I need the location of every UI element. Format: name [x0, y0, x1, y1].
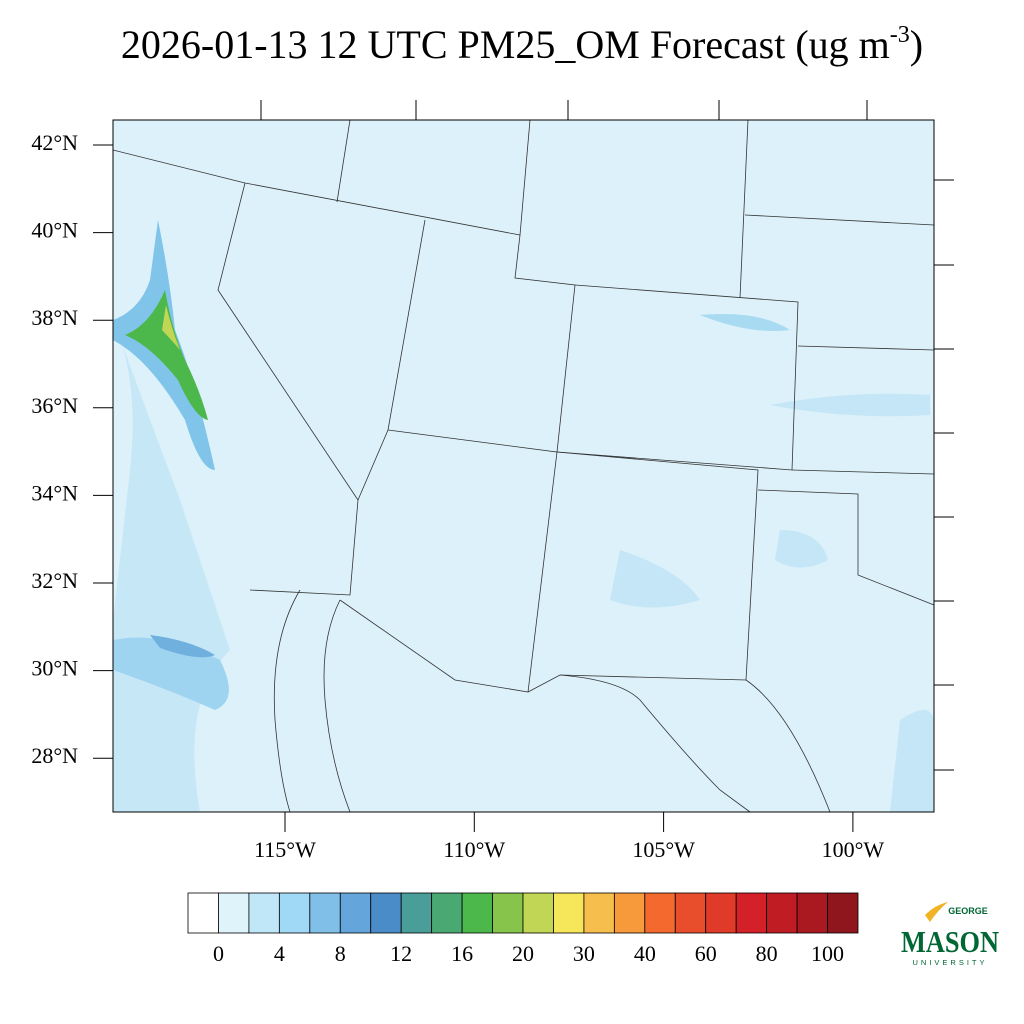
plume: [775, 530, 828, 568]
lon-label: 100°W: [822, 837, 885, 862]
colorbar-box: [735, 892, 768, 934]
logo-top: GEORGE: [948, 906, 988, 916]
title-text: 2026-01-13 12 UTC PM25_OM Forecast (ug m: [121, 22, 890, 67]
plume: [610, 550, 700, 608]
lat-label: 32°N: [31, 568, 78, 593]
colorbar-box: [583, 892, 615, 934]
colorbar-box: [522, 892, 554, 934]
colorbar-box: [400, 892, 433, 934]
lat-label: 30°N: [31, 656, 78, 681]
logo-main: MASON: [901, 924, 999, 959]
logo-bottom: UNIVERSITY: [912, 958, 987, 967]
colorbar-label: 8: [335, 941, 346, 966]
plume: [125, 290, 208, 420]
lon-label: 115°W: [254, 837, 316, 862]
colorbar-box: [309, 892, 341, 934]
colorbar-box: [553, 892, 585, 934]
colorbar-label: 40: [634, 941, 656, 966]
map-background: [113, 120, 934, 812]
state-boundaries: [112, 119, 935, 813]
colorbar-box: [492, 892, 524, 934]
colorbar-box: [187, 892, 219, 934]
colorbar: 0 4 8 12 16 20 30 40 60 80 100: [187, 892, 859, 966]
logo: GEORGE MASON UNIVERSITY: [901, 902, 999, 967]
colorbar-box: [644, 892, 676, 934]
colorbar-label: 100: [811, 941, 844, 966]
colorbar-box: [766, 892, 798, 934]
frame-ticks: [260, 100, 954, 771]
colorbar-box: [461, 892, 493, 934]
colorbar-box: [674, 892, 707, 934]
lat-label: 38°N: [31, 305, 78, 330]
lat-label: 36°N: [31, 393, 78, 418]
colorbar-label: 0: [213, 941, 224, 966]
colorbar-box: [370, 892, 402, 934]
colorbar-box: [796, 892, 828, 934]
map: 42°N40°N38°N36°N34°N32°N30°N28°N 115°W 11…: [31, 100, 954, 862]
colorbar-box: [218, 892, 250, 934]
logo-mark: [925, 902, 948, 922]
colorbar-box: [339, 892, 372, 934]
plume: [700, 314, 790, 331]
lat-label: 42°N: [31, 130, 78, 155]
lat-labels: 42°N 40°N 38°N 36°N 34°N 32°N 30°N 28°N: [31, 130, 113, 768]
colorbar-label: 16: [451, 941, 473, 966]
title-superscript: -3: [890, 22, 910, 48]
colorbar-label: 80: [756, 941, 778, 966]
plume: [890, 710, 934, 812]
colorbar-box: [705, 892, 737, 934]
map-frame: [112, 119, 935, 813]
lon-label: 110°W: [443, 837, 505, 862]
colorbar-box: [248, 892, 280, 934]
colorbar-box: [278, 892, 311, 934]
lat-label: 28°N: [31, 743, 78, 768]
colorbar-box: [613, 892, 646, 934]
colorbar-label: 20: [512, 941, 534, 966]
plume: [150, 635, 215, 658]
colorbar-label: 12: [390, 941, 412, 966]
colorbar-box: [431, 892, 463, 934]
colorbar-box: [827, 892, 859, 934]
colorbar-label: 30: [573, 941, 595, 966]
title-close: ): [910, 22, 923, 67]
lon-labels: 115°W 110°W 105°W 100°W: [254, 812, 884, 862]
lon-label: 105°W: [632, 837, 695, 862]
colorbar-label: 60: [695, 941, 717, 966]
title: 2026-01-13 12 UTC PM25_OM Forecast (ug m…: [121, 22, 923, 67]
plume: [162, 305, 180, 350]
colorbar-label: 4: [274, 941, 285, 966]
lat-label: 34°N: [31, 480, 78, 505]
plume: [770, 393, 930, 417]
lat-label: 40°N: [31, 218, 78, 243]
